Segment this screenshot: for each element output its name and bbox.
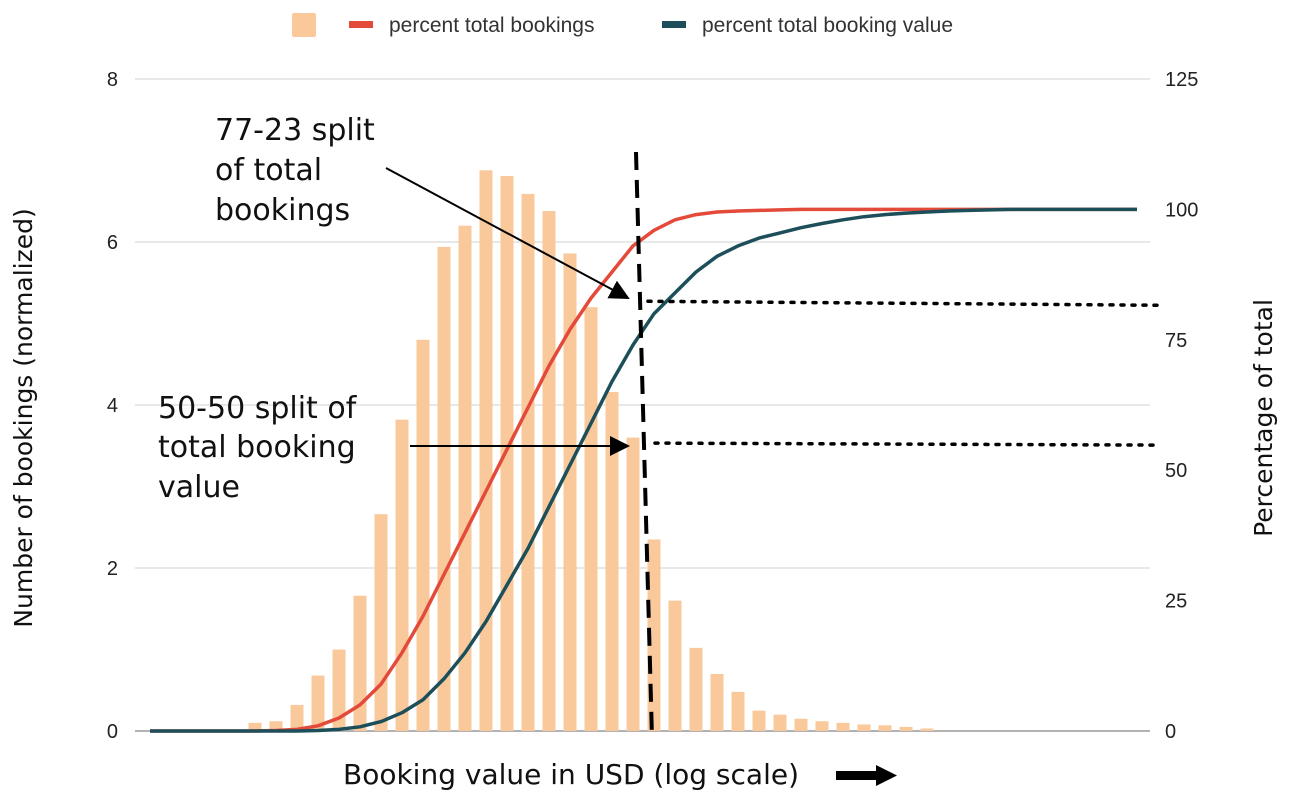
legend-swatch-bars (292, 13, 316, 37)
histogram-bar (668, 600, 682, 731)
histogram-bar (563, 253, 577, 731)
histogram-bar (311, 675, 325, 731)
value-split-dotted-line (653, 441, 1162, 447)
histogram-bar (626, 437, 640, 731)
histogram-bar (878, 725, 892, 731)
annotation-value-line-3: value (158, 470, 240, 505)
annotation-bookings-line-2: of total (215, 153, 322, 188)
y2-tick-label: 100 (1165, 199, 1198, 221)
legend-label-value: percent total booking value (702, 14, 953, 37)
annotation-value-line-2: total booking (158, 430, 356, 465)
histogram-bar (857, 724, 871, 731)
left-axis-ticks: 0 2 4 6 8 (107, 69, 118, 743)
x-axis-arrow-icon (836, 765, 897, 786)
histogram-bar (794, 718, 808, 731)
annotation-value-line-1: 50-50 split of (158, 391, 358, 426)
histogram-bar (248, 722, 262, 731)
histogram-bar (521, 193, 535, 732)
histogram-bar (836, 722, 850, 731)
histogram-bar (815, 721, 829, 731)
annotation-bookings-line-3: bookings (215, 193, 350, 228)
histogram-bar (416, 339, 430, 731)
histogram-bar (458, 225, 472, 731)
right-axis-ticks: 0 25 50 75 100 125 (1165, 69, 1198, 743)
y-tick-label: 6 (107, 232, 118, 254)
legend-swatch-value (662, 21, 686, 28)
histogram-bar (500, 175, 514, 732)
histogram-bar (542, 211, 556, 731)
histogram-bar (605, 391, 619, 731)
y-tick-label: 2 (107, 558, 118, 580)
legend: percent total bookings percent total boo… (292, 13, 953, 37)
y-tick-label: 4 (107, 395, 118, 417)
histogram-bar (269, 721, 283, 731)
y2-tick-label: 25 (1165, 591, 1187, 613)
y2-tick-label: 75 (1165, 330, 1187, 352)
y2-tick-label: 125 (1165, 69, 1198, 91)
cumulative-lines (150, 207, 1137, 733)
annotation-bookings-line-1: 77-23 split (215, 113, 375, 148)
histogram-bar (353, 595, 367, 731)
histogram-bar (437, 246, 451, 731)
x-axis-title: Booking value in USD (log scale) (343, 758, 799, 791)
left-axis-title: Number of bookings (normalized) (9, 208, 38, 627)
bookings-split-dotted-line (646, 299, 1162, 308)
annotation-bookings-arrow (385, 167, 630, 299)
y-tick-label: 8 (107, 69, 118, 91)
histogram-bar (584, 307, 598, 731)
y2-tick-label: 0 (1165, 721, 1176, 743)
histogram-bar (647, 539, 661, 731)
histogram-bar (689, 647, 703, 731)
split-vertical-dashed-line (634, 151, 654, 739)
annotation-value-split: 50-50 split of total booking value (158, 391, 630, 505)
y-tick-label: 0 (107, 721, 118, 743)
histogram-bar (899, 726, 913, 731)
annotation-bookings-split: 77-23 split of total bookings (215, 113, 630, 299)
line-percent-total-booking-value (150, 207, 1137, 733)
legend-swatch-bookings (349, 21, 373, 28)
right-axis-title: Percentage of total (1249, 299, 1278, 537)
histogram-bar (773, 714, 787, 731)
legend-label-bookings: percent total bookings (389, 14, 594, 37)
histogram-bar (332, 649, 346, 731)
histogram-bar (752, 710, 766, 731)
histogram-bar (374, 514, 388, 731)
histogram-bar (479, 170, 493, 731)
histogram-bar (290, 704, 304, 731)
histogram-bar (920, 728, 934, 731)
y2-tick-label: 50 (1165, 460, 1187, 482)
histogram-bar (731, 691, 745, 731)
histogram-bar (395, 419, 409, 731)
histogram-bar (710, 673, 724, 731)
